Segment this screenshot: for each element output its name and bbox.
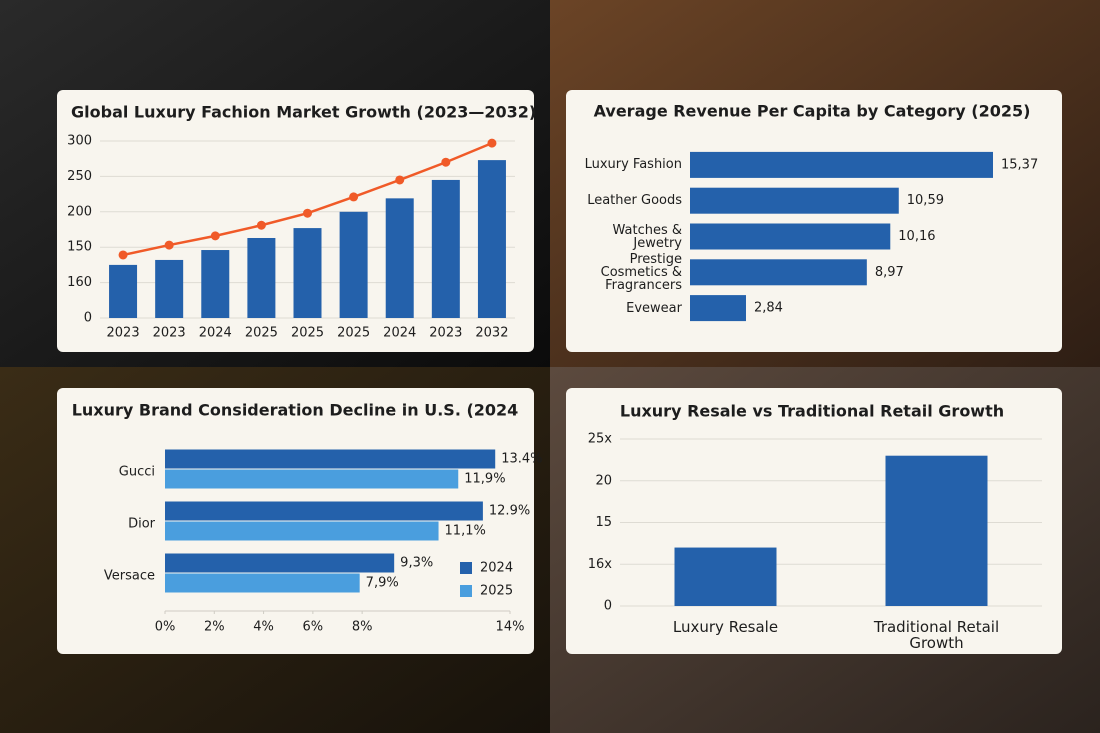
value-label: 12.9%: [489, 504, 530, 519]
bar: [690, 223, 891, 250]
bar: [155, 259, 184, 318]
point: [487, 138, 497, 148]
y-tick-label: 25x: [588, 432, 613, 447]
y-tick-label: 160: [67, 275, 92, 290]
bar: [165, 501, 483, 521]
point: [441, 157, 451, 167]
bar: [385, 198, 414, 318]
value-label: 10,16: [898, 229, 935, 244]
y-tick-label: 16x: [588, 557, 613, 572]
x-tick-label: 14%: [496, 620, 525, 635]
x-tick-label: 2025: [291, 326, 324, 341]
bar: [690, 151, 993, 178]
bar: [690, 259, 867, 286]
chart-title: Luxury Resale vs Traditional Retail Grow…: [620, 402, 1004, 421]
y-tick-label: 0: [84, 311, 92, 326]
x-tick-label: Luxury Resale: [672, 618, 779, 636]
value-label: 13.4%: [501, 452, 542, 467]
y-tick-label: 150: [67, 240, 92, 255]
chart-title: Luxury Brand Consideration Decline in U.…: [72, 401, 519, 420]
bar: [201, 250, 230, 318]
bar: [885, 455, 988, 606]
y-tick-label: 250: [67, 169, 92, 184]
x-tick-label: 2023: [429, 326, 462, 341]
bar: [165, 553, 395, 573]
value-label: 11,1%: [445, 524, 486, 539]
y-tick-label: 0: [604, 599, 612, 614]
point: [256, 220, 266, 230]
x-tick-label: Traditional Retail Growth: [873, 618, 1000, 652]
bar: [165, 573, 360, 593]
x-tick-label: 0%: [155, 620, 176, 635]
legend-swatch: [460, 562, 472, 574]
point: [118, 250, 128, 260]
value-label: 2,84: [754, 301, 783, 316]
x-tick-label: 2024: [383, 326, 416, 341]
legend-label: 2025: [480, 584, 513, 599]
bar: [293, 228, 322, 318]
value-label: 15,37: [1001, 157, 1038, 172]
category-label: Prestige Cosmetics & Fragrancers: [600, 251, 682, 293]
category-label: Gucci: [119, 465, 155, 480]
value-label: 10,59: [907, 193, 944, 208]
x-tick-label: 2032: [475, 326, 508, 341]
bar: [165, 449, 496, 469]
y-tick-label: 15: [595, 515, 612, 530]
x-tick-label: 2025: [337, 326, 370, 341]
chart-title: Global Luxury Fachion Market Growth (202…: [71, 103, 536, 122]
value-label: 9,3%: [400, 556, 433, 571]
category-label: Luxury Fashion: [584, 157, 682, 173]
point: [349, 192, 359, 202]
category-label: Dior: [128, 517, 156, 532]
bar: [165, 469, 459, 489]
x-tick-label: 8%: [352, 620, 373, 635]
value-label: 11,9%: [464, 472, 505, 487]
x-tick-label: 4%: [253, 620, 274, 635]
legend-swatch: [460, 585, 472, 597]
chart-title: Average Revenue Per Capita by Category (…: [594, 102, 1031, 121]
x-tick-label: 2023: [107, 326, 140, 341]
point: [210, 231, 220, 241]
bar: [339, 211, 368, 318]
panel: [566, 388, 1062, 654]
point: [164, 240, 174, 250]
point: [395, 175, 405, 185]
y-tick-label: 300: [67, 134, 92, 149]
value-label: 7,9%: [366, 576, 399, 591]
bar: [431, 179, 460, 318]
bar: [690, 295, 746, 322]
legend-label: 2024: [480, 561, 513, 576]
y-tick-label: 20: [595, 473, 612, 488]
bar: [247, 237, 276, 318]
bar: [165, 521, 439, 541]
x-tick-label: 2024: [199, 326, 232, 341]
x-tick-label: 2023: [153, 326, 186, 341]
category-label: Leather Goods: [587, 193, 682, 209]
category-label: Evewear: [626, 300, 682, 316]
bar: [477, 160, 506, 318]
point: [303, 208, 312, 218]
y-tick-label: 200: [67, 204, 92, 219]
x-tick-label: 2%: [204, 620, 225, 635]
bar: [674, 547, 777, 606]
bar: [690, 187, 899, 214]
category-label: Watches & Jewetry: [612, 222, 682, 251]
x-tick-label: 6%: [303, 620, 324, 635]
x-tick-label: 2025: [245, 326, 278, 341]
bar: [109, 264, 138, 318]
category-label: Versace: [104, 569, 155, 584]
value-label: 8,97: [875, 265, 904, 280]
